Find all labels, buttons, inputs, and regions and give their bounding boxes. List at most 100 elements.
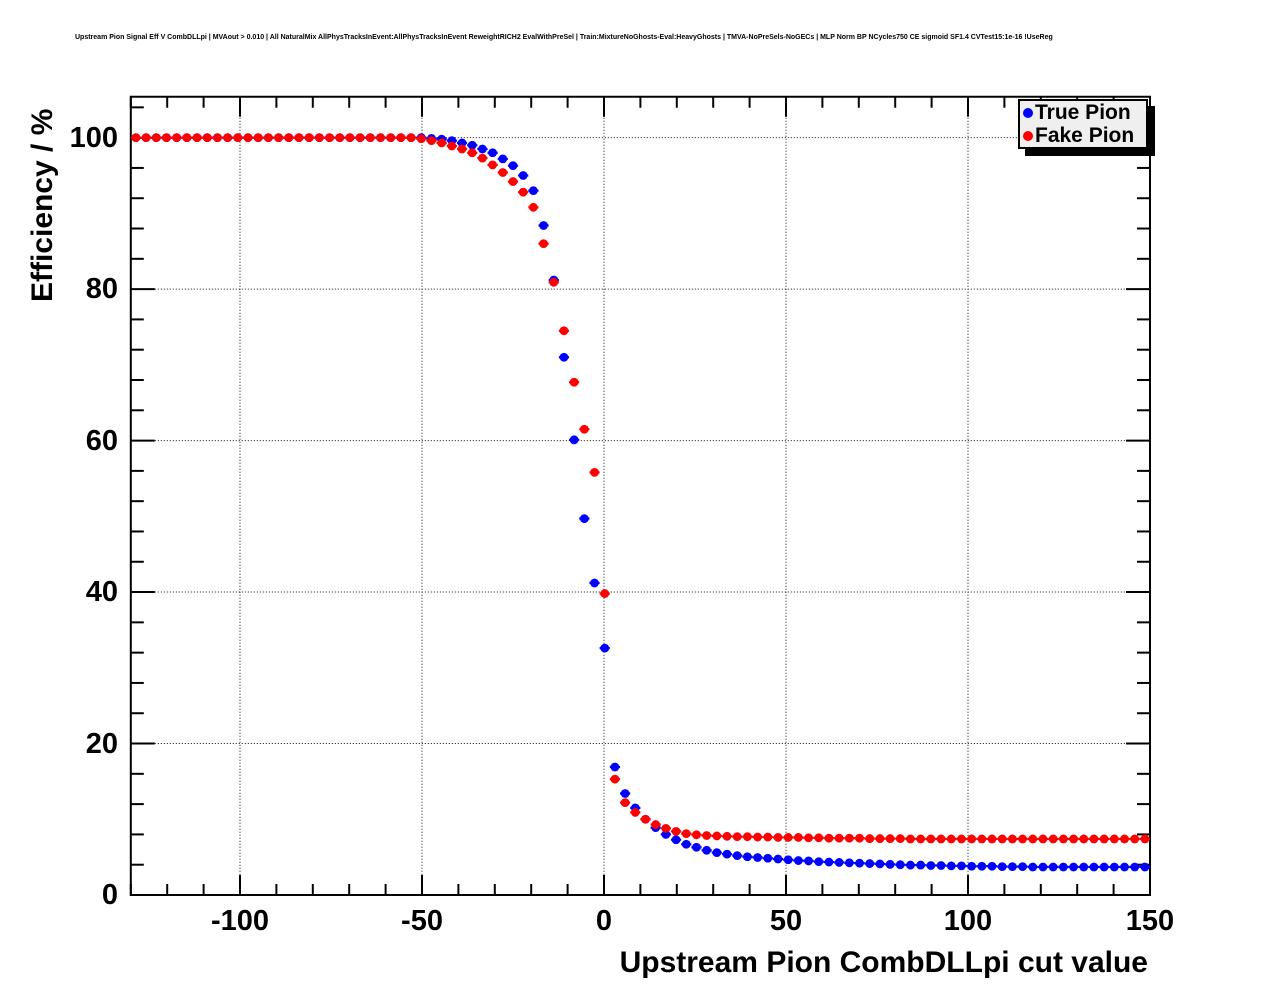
data-point	[294, 133, 304, 143]
y-tick-label: 60	[85, 424, 118, 457]
data-point	[488, 160, 498, 170]
plot-title: Upstream Pion Signal Eff V CombDLLpi | M…	[75, 34, 1053, 41]
data-point	[376, 133, 385, 143]
data-point	[253, 133, 263, 143]
data-point	[1120, 834, 1129, 844]
data-point	[600, 589, 610, 598]
true-pion-marker-icon	[1023, 107, 1033, 118]
data-point	[467, 148, 477, 158]
data-point	[681, 839, 691, 849]
data-point	[549, 277, 559, 287]
data-point	[579, 424, 589, 434]
data-point	[539, 221, 548, 230]
data-point	[1048, 834, 1058, 844]
data-point	[386, 133, 396, 143]
data-point	[926, 861, 936, 870]
data-point	[172, 133, 182, 143]
data-point	[855, 833, 864, 843]
data-point	[498, 154, 508, 164]
series-true-pion	[130, 133, 1150, 872]
data-point	[661, 823, 671, 833]
data-point	[844, 858, 854, 868]
data-point	[478, 144, 487, 154]
data-point	[1008, 862, 1017, 871]
data-point	[926, 834, 936, 844]
data-point	[997, 862, 1007, 871]
data-point	[814, 833, 824, 843]
data-point	[916, 860, 926, 870]
data-point	[263, 133, 273, 143]
data-point	[1140, 862, 1150, 872]
legend-label-true-pion: True Pion	[1035, 101, 1131, 124]
data-point	[722, 849, 732, 859]
data-point	[1120, 862, 1129, 872]
y-tick-label: 40	[85, 576, 118, 609]
data-point	[763, 832, 773, 842]
data-point	[793, 856, 803, 865]
data-point	[396, 133, 406, 143]
x-tick-label: 150	[1125, 905, 1175, 937]
x-tick-label: 100	[943, 905, 993, 937]
data-point	[824, 833, 834, 843]
data-point	[1018, 862, 1027, 871]
data-point	[671, 826, 681, 836]
data-point	[590, 467, 599, 477]
data-point	[478, 153, 487, 163]
data-point	[1069, 834, 1078, 844]
data-point	[192, 133, 202, 143]
data-point	[661, 830, 671, 839]
data-point	[233, 133, 243, 143]
data-point	[895, 834, 905, 843]
data-point	[997, 834, 1007, 844]
data-point	[702, 831, 712, 840]
data-point	[885, 859, 895, 869]
data-point	[875, 859, 885, 869]
data-point	[692, 842, 701, 852]
data-point	[498, 168, 508, 177]
data-point	[906, 860, 915, 870]
data-point	[427, 136, 436, 146]
data-point	[875, 834, 885, 843]
data-point	[885, 834, 895, 843]
data-point	[1018, 834, 1027, 844]
data-point	[977, 834, 987, 844]
data-point	[793, 833, 803, 842]
data-point	[865, 859, 875, 868]
data-point	[681, 829, 691, 839]
data-point	[518, 171, 528, 180]
x-axis-title: Upstream Pion CombDLLpi cut value	[619, 946, 1148, 979]
data-point	[1038, 834, 1048, 844]
data-point	[447, 141, 457, 151]
data-point	[916, 834, 926, 844]
data-point	[1038, 862, 1048, 872]
data-point	[610, 774, 620, 784]
data-point	[1140, 834, 1150, 844]
data-point	[651, 820, 661, 829]
data-point	[783, 855, 793, 865]
data-point	[783, 833, 793, 842]
data-point	[712, 831, 722, 841]
data-point	[539, 239, 548, 249]
data-point	[743, 852, 752, 862]
data-point	[743, 832, 752, 842]
data-point	[528, 202, 538, 212]
data-point	[773, 854, 783, 864]
y-tick-label: 80	[85, 273, 118, 306]
data-point	[906, 834, 915, 844]
data-point	[641, 814, 650, 824]
y-tick-label: 20	[85, 727, 118, 760]
data-point	[345, 133, 355, 143]
data-point	[620, 798, 630, 808]
data-point	[559, 352, 569, 362]
data-point	[1109, 862, 1119, 872]
data-point	[141, 133, 151, 143]
data-point	[855, 858, 864, 868]
data-point	[946, 834, 956, 844]
data-point	[1099, 834, 1109, 844]
data-point	[590, 578, 599, 588]
data-point	[182, 133, 192, 143]
data-point	[753, 832, 763, 842]
legend: True Pion Fake Pion	[1018, 99, 1148, 149]
data-point	[1089, 834, 1099, 844]
